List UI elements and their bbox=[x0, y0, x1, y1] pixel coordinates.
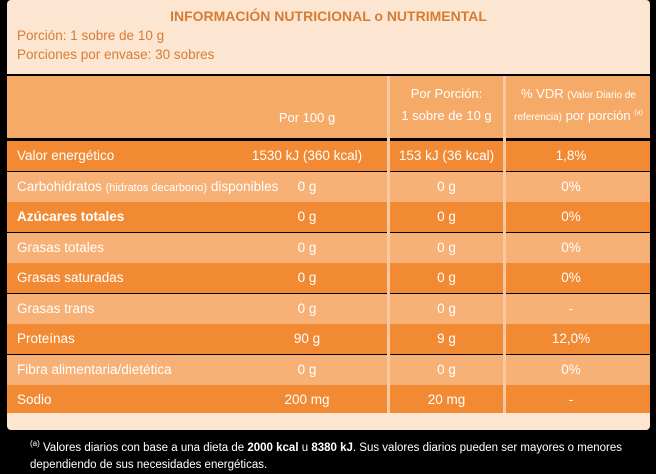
footnote-text-b: u bbox=[298, 441, 312, 454]
value-vdr: - bbox=[568, 392, 574, 407]
table-bottom-band bbox=[7, 413, 650, 430]
col-header-per-portion-line1: Por Porción: bbox=[410, 86, 483, 101]
col-header-per-100g: Por 100 g bbox=[278, 110, 336, 125]
value-vdr: 0% bbox=[561, 270, 581, 285]
value-per-portion: 20 mg bbox=[427, 392, 466, 407]
col-header-vdr: % VDR (Valor Diario de referencia) por p… bbox=[507, 86, 650, 123]
nutrient-label: Valor energético bbox=[17, 148, 115, 163]
nutrient-label: Grasas saturadas bbox=[17, 270, 124, 285]
nutrition-table: INFORMACIÓN NUTRICIONAL o NUTRIMENTAL Po… bbox=[7, 0, 650, 430]
value-per-portion: 9 g bbox=[437, 331, 456, 346]
col-header-per-portion: Por Porción: 1 sobre de 10 g bbox=[392, 86, 501, 123]
table-row: Sodio 200 mg 20 mg - bbox=[7, 385, 650, 415]
table-row: Grasas trans 0 g 0 g - bbox=[7, 294, 650, 324]
value-per-100g: 0 g bbox=[297, 209, 317, 224]
value-per-100g: 0 g bbox=[297, 270, 317, 285]
value-per-portion: 0 g bbox=[437, 179, 456, 194]
servings-per-package: Porciones por envase: 30 sobres bbox=[17, 47, 215, 62]
table-row: Carbohidratos (hidratos decarbono) dispo… bbox=[7, 172, 650, 202]
portion-size: Porción: 1 sobre de 10 g bbox=[17, 28, 165, 43]
value-vdr: 1,8% bbox=[555, 148, 587, 163]
vdr-sup: (a) bbox=[634, 109, 643, 117]
value-vdr: 0% bbox=[561, 362, 581, 377]
nutrient-label: Proteínas bbox=[17, 331, 75, 346]
vdr-label: % VDR bbox=[521, 86, 564, 101]
nutrient-suffix: disponibles bbox=[210, 179, 279, 194]
col-header-vdr-line1: % VDR (Valor Diario de bbox=[507, 86, 650, 101]
col-header-per-portion-line2: 1 sobre de 10 g bbox=[401, 108, 492, 123]
nutrient-label: Sodio bbox=[17, 392, 52, 407]
table-row: Valor energético 1530 kJ (360 kcal) 153 kJ… bbox=[7, 141, 650, 171]
value-vdr: 0% bbox=[561, 240, 581, 255]
nutrient-label: Grasas trans bbox=[17, 301, 95, 316]
vdr-per-portion: por porción bbox=[565, 108, 631, 123]
nutrient-name: Grasas trans bbox=[17, 294, 94, 324]
value-per-portion: 0 g bbox=[437, 362, 456, 377]
table-row: Proteínas 90 g 9 g 12,0% bbox=[7, 324, 650, 354]
value-per-100g: 90 g bbox=[293, 331, 321, 346]
value-vdr: - bbox=[568, 301, 574, 316]
value-per-portion: 0 g bbox=[437, 301, 456, 316]
vdr-note-1: (Valor Diario de bbox=[567, 90, 636, 101]
footnote-kcal: 2000 kcal bbox=[247, 441, 299, 454]
value-vdr: 0% bbox=[561, 179, 581, 194]
footnote-kj: 8380 kJ bbox=[311, 441, 353, 454]
column-divider bbox=[387, 76, 390, 413]
footnote-text-a: Valores diarios con base a una dieta de bbox=[42, 441, 248, 454]
nutrient-name: Sodio bbox=[17, 385, 52, 415]
value-per-portion: 153 kJ (36 kcal) bbox=[398, 148, 495, 163]
nutrient-label: Fibra alimentaria/dietética bbox=[17, 362, 172, 377]
value-per-100g: 0 g bbox=[297, 362, 317, 377]
value-per-100g: 0 g bbox=[297, 179, 317, 194]
col-header-vdr-line2: referencia) por porción (a) bbox=[507, 108, 650, 123]
nutrient-name: Azúcares totales bbox=[17, 202, 124, 232]
table-header-band: INFORMACIÓN NUTRICIONAL o NUTRIMENTAL Po… bbox=[7, 0, 650, 74]
footnote-mark: (a) bbox=[30, 439, 40, 448]
nutrient-label: Azúcares totales bbox=[17, 209, 125, 224]
value-per-100g: 200 mg bbox=[284, 392, 330, 407]
table-row: Azúcares totales 0 g 0 g 0% bbox=[7, 202, 650, 232]
nutrient-name: Valor energético bbox=[17, 141, 114, 171]
footnote: (a) Valores diarios con base a una dieta… bbox=[30, 435, 630, 474]
table-row: Fibra alimentaria/dietética 0 g 0 g 0% bbox=[7, 355, 650, 385]
nutrient-name: Grasas saturadas bbox=[17, 263, 124, 293]
nutrient-label: Grasas totales bbox=[17, 240, 105, 255]
value-vdr: 12,0% bbox=[551, 331, 591, 346]
table-row: Grasas saturadas 0 g 0 g 0% bbox=[7, 263, 650, 293]
nutrient-name: Proteínas bbox=[17, 324, 75, 354]
value-per-portion: 0 g bbox=[437, 240, 456, 255]
value-per-100g: 0 g bbox=[297, 240, 317, 255]
vdr-note-2: referencia) bbox=[514, 112, 562, 123]
nutrient-label: Carbohidratos bbox=[17, 179, 102, 194]
value-per-100g: 1530 kJ (360 kcal) bbox=[251, 148, 363, 163]
nutrient-name: Fibra alimentaria/dietética bbox=[17, 355, 172, 385]
nutrient-name: Grasas totales bbox=[17, 233, 104, 263]
nutrient-note: (hidratos decarbono) bbox=[105, 182, 208, 194]
value-per-100g: 0 g bbox=[297, 301, 317, 316]
table-title: INFORMACIÓN NUTRICIONAL o NUTRIMENTAL bbox=[170, 8, 487, 24]
footnote-text-c: . Sus valores diarios pueden ser mayores… bbox=[30, 441, 623, 471]
value-per-portion: 0 g bbox=[437, 209, 456, 224]
value-vdr: 0% bbox=[561, 209, 581, 224]
nutrient-name: Carbohidratos (hidratos decarbono) dispo… bbox=[17, 172, 278, 202]
column-divider bbox=[503, 76, 506, 413]
table-row: Grasas totales 0 g 0 g 0% bbox=[7, 233, 650, 263]
column-header-row: Por 100 g Por Porción: 1 sobre de 10 g %… bbox=[7, 76, 650, 138]
value-per-portion: 0 g bbox=[437, 270, 456, 285]
